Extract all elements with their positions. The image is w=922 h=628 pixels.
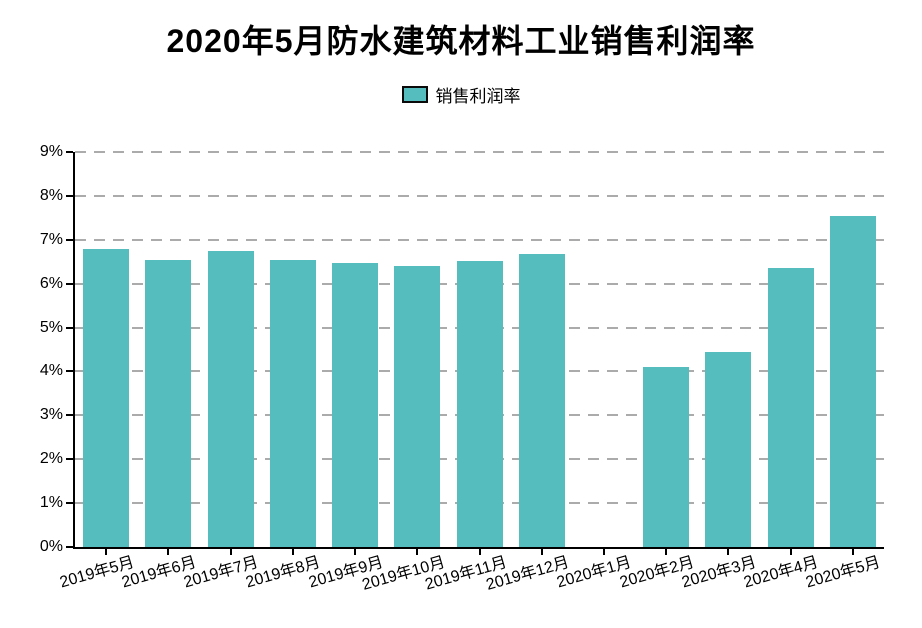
bar	[456, 260, 503, 547]
y-tick-label: 5%	[39, 318, 63, 336]
y-tick	[66, 502, 73, 505]
bar	[332, 262, 379, 547]
plot-area: 0% 1% 2% 3% 4% 5% 6% 7% 8% 9% 2019年5月 2019年6月 2019年7…	[40, 143, 884, 594]
y-tick-label: 9%	[39, 143, 63, 160]
y-tick-label: 8%	[39, 186, 63, 204]
bar	[767, 268, 814, 547]
bar	[83, 248, 130, 547]
y-tick	[66, 326, 73, 329]
chart-title: 2020年5月防水建筑材料工业销售利润率	[166, 23, 756, 59]
y-tick	[66, 458, 73, 461]
x-tick	[229, 547, 232, 555]
gridline	[75, 151, 884, 153]
x-tick	[478, 547, 481, 555]
bar	[394, 266, 441, 547]
y-tick-label: 1%	[39, 494, 63, 512]
x-tick	[789, 547, 792, 555]
x-tick	[602, 547, 605, 555]
bar	[829, 215, 876, 547]
bar	[145, 259, 192, 547]
x-tick	[354, 547, 357, 555]
y-tick-label: 7%	[39, 230, 63, 248]
y-tick	[66, 282, 73, 285]
x-tick	[105, 547, 108, 555]
gridline	[75, 194, 884, 197]
y-tick-label: 3%	[39, 406, 63, 424]
y-tick	[66, 546, 73, 548]
x-tick	[665, 547, 668, 555]
y-tick-label: 2%	[39, 450, 63, 468]
y-tick	[66, 238, 73, 241]
bar	[643, 367, 690, 547]
bar	[207, 250, 254, 547]
y-tick	[66, 370, 73, 373]
y-tick-label: 0%	[39, 538, 63, 555]
y-tick	[66, 151, 73, 153]
legend-label: 销售利润率	[435, 86, 521, 106]
legend: 销售利润率	[0, 82, 922, 106]
bar	[269, 259, 316, 547]
x-tick	[851, 547, 854, 555]
y-tick-label: 4%	[39, 362, 63, 380]
x-tick	[167, 547, 170, 555]
x-tick	[540, 547, 543, 555]
y-tick	[66, 194, 73, 197]
x-tick	[727, 547, 730, 555]
gridline	[75, 238, 884, 241]
legend-swatch-icon	[401, 85, 428, 103]
y-tick	[66, 414, 73, 417]
bar	[518, 253, 565, 547]
y-tick-label: 6%	[39, 274, 63, 292]
x-tick	[291, 547, 294, 555]
bar	[705, 351, 752, 547]
x-tick	[416, 547, 419, 555]
